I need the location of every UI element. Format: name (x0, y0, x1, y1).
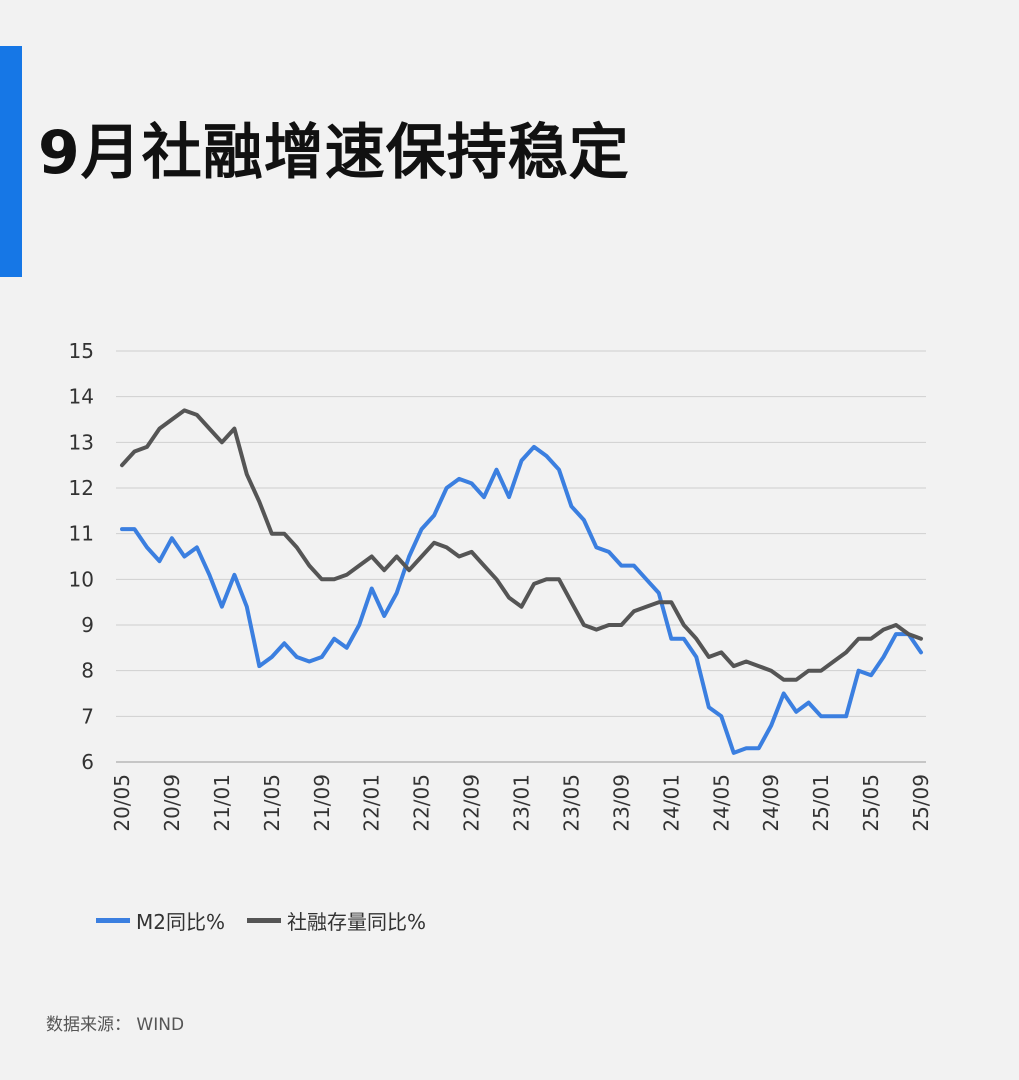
legend-swatch-social-financing (246, 918, 281, 923)
data-source: 数据来源： WIND (46, 1015, 185, 1035)
chart-legend: M2同比% 社融存量同比% (96, 906, 426, 935)
x-tick-label: 24/05 (709, 774, 733, 832)
legend-item-social-financing: 社融存量同比% (246, 906, 426, 935)
x-tick-label: 23/05 (559, 774, 583, 832)
page-title: 9月社融增速保持稳定 (38, 118, 630, 188)
y-tick-label: 13 (69, 430, 94, 454)
legend-label-social-financing: 社融存量同比% (286, 910, 426, 934)
legend-item-m2: M2同比% (96, 906, 225, 935)
x-tick-label: 21/09 (310, 774, 334, 832)
x-tick-label: 23/01 (510, 774, 534, 832)
y-tick-label: 6 (81, 750, 94, 774)
y-tick-label: 9 (81, 613, 94, 637)
x-tick-label: 24/01 (659, 774, 683, 832)
x-tick-label: 22/09 (460, 774, 484, 832)
x-tick-label: 24/09 (759, 774, 783, 832)
y-tick-label: 8 (81, 659, 94, 683)
x-tick-label: 21/05 (260, 774, 284, 832)
y-tick-label: 15 (69, 339, 94, 363)
legend-swatch-m2 (96, 918, 130, 923)
legend-label-m2: M2同比% (136, 910, 225, 934)
y-tick-label: 7 (81, 704, 94, 728)
y-tick-label: 14 (69, 385, 94, 409)
x-tick-label: 25/01 (809, 774, 833, 832)
series-line-m2 (120, 444, 923, 755)
y-tick-label: 10 (69, 567, 94, 591)
x-tick-label: 25/09 (909, 774, 933, 832)
x-tick-label: 20/09 (160, 774, 184, 832)
y-tick-label: 12 (69, 476, 94, 500)
x-tick-label: 23/09 (609, 774, 633, 832)
line-chart: 6 7 8 9 10 11 12 13 14 15 20/05 20/09 21/01 21/05 21/0… (69, 339, 933, 832)
accent-bar (0, 46, 22, 277)
x-tick-label: 22/01 (360, 774, 384, 832)
x-tick-label: 20/05 (110, 774, 134, 832)
x-tick-label: 22/05 (410, 774, 434, 832)
y-tick-label: 11 (69, 522, 94, 546)
series-line-social-financing (120, 408, 923, 682)
x-tick-label: 25/05 (859, 774, 883, 832)
x-tick-label: 21/01 (210, 774, 234, 832)
